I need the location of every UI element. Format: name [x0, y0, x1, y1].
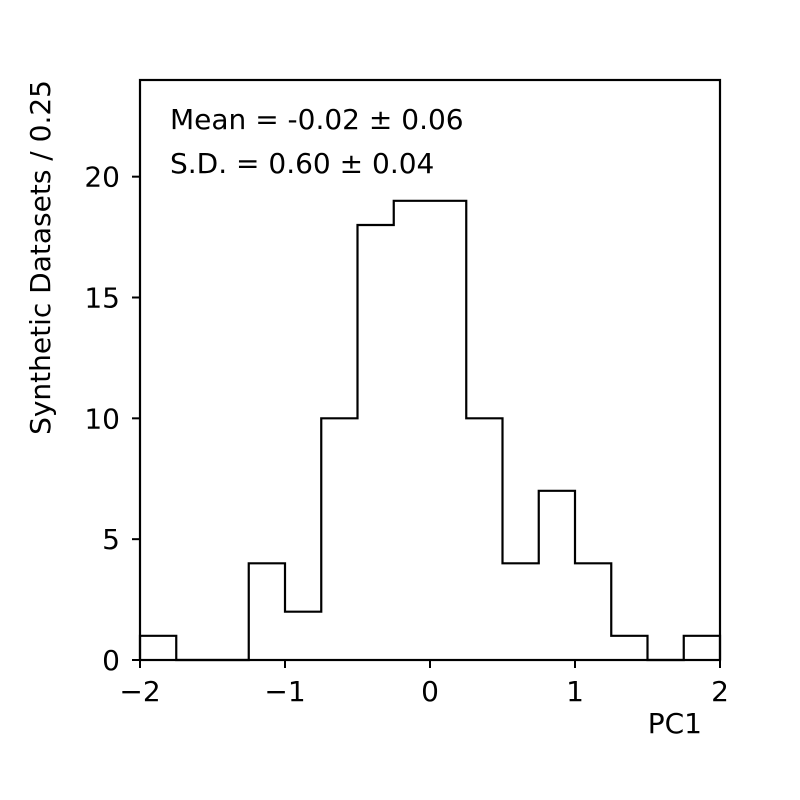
- histogram-outline: [138, 199, 722, 662]
- annotation-sd: S.D. = 0.60 ± 0.04: [170, 147, 434, 180]
- x-tick-label: −1: [264, 675, 305, 708]
- annotation-mean: Mean = -0.02 ± 0.06: [170, 103, 464, 136]
- y-tick-label: 0: [102, 644, 120, 677]
- y-tick-label: 20: [84, 161, 120, 194]
- y-tick-label: 10: [84, 402, 120, 435]
- x-axis-label: PC1: [648, 707, 702, 740]
- plot-area: [140, 80, 720, 660]
- plot-frame: [138, 78, 722, 662]
- y-axis-label: Synthetic Datasets / 0.25: [24, 80, 57, 435]
- x-tick-label: 0: [421, 675, 439, 708]
- x-tick-label: −2: [119, 675, 160, 708]
- x-tick-label: 1: [566, 675, 584, 708]
- y-tick-label: 5: [102, 523, 120, 556]
- y-tick-label: 15: [84, 282, 120, 315]
- x-tick-label: 2: [711, 675, 729, 708]
